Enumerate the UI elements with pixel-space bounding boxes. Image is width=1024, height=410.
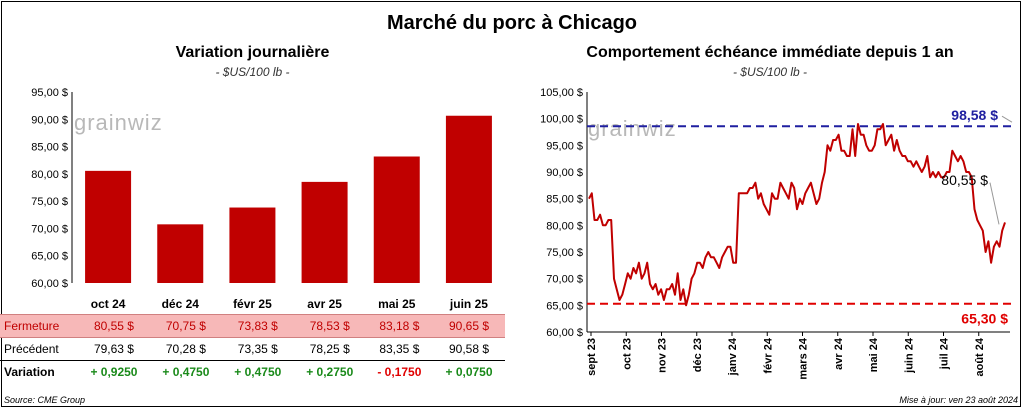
y-tick-label: 80,00 $ <box>31 169 68 181</box>
bar <box>85 170 132 283</box>
table-row-variation: Variation + 0,9250 + 0,4750 + 0,4750 + 0… <box>0 361 505 384</box>
row-label: Variation <box>4 365 55 379</box>
table-cell: 90,65 $ <box>433 314 505 338</box>
source-note: Source: CME Group <box>4 395 86 405</box>
y-tick-label: 60,00 $ <box>546 327 583 339</box>
price-series-line <box>588 123 1006 307</box>
x-tick-label: févr 25 <box>233 297 272 311</box>
table-cell: + 0,0750 <box>445 365 493 379</box>
table-cell: 83,18 $ <box>365 314 434 338</box>
bar <box>229 207 276 283</box>
table-cell: 70,75 $ <box>149 314 222 338</box>
y-tick-label: 65,00 $ <box>546 300 583 312</box>
table-cell: 78,53 $ <box>293 314 366 338</box>
table-row-previous: Précédent 79,63 $ 70,28 $ 73,35 $ 78,25 … <box>0 337 505 361</box>
y-tick-label: 90,00 $ <box>31 114 68 126</box>
main-title: Marché du porc à Chicago <box>386 12 638 34</box>
x-tick-label: oct 24 <box>91 297 126 311</box>
left-chart-title: Variation journalière <box>175 44 330 61</box>
x-tick-label: nov 23 <box>657 338 669 373</box>
x-tick-label: mai 24 <box>868 337 880 372</box>
x-tick-label: sept 23 <box>586 338 598 376</box>
x-tick-label: janv 24 <box>727 337 739 376</box>
right-chart-title: Comportement échéance immédiate depuis 1… <box>586 44 954 61</box>
y-tick-label: 90,00 $ <box>546 167 583 179</box>
y-tick-label: 95,00 $ <box>546 140 583 152</box>
y-tick-label: 80,00 $ <box>546 220 583 232</box>
x-tick-label: déc 23 <box>692 338 704 372</box>
high-value-label: 98,58 $ <box>951 107 998 123</box>
x-tick-label: oct 23 <box>621 338 633 370</box>
line-chart: 60,00 $ 65,00 $ 70,00 $ 75,00 $ 80,00 $ 85,00… <box>540 87 1015 380</box>
bar <box>301 181 348 283</box>
y-tick-label: 100,00 $ <box>540 114 583 126</box>
table-row-close: Fermeture 80,55 $ 70,75 $ 73,83 $ 78,53 … <box>0 314 505 338</box>
table-cell: 90,58 $ <box>433 337 505 361</box>
bar <box>445 115 492 283</box>
y-tick-label: 75,00 $ <box>31 196 68 208</box>
row-label: Fermeture <box>0 314 78 338</box>
table-cell: + 0,2750 <box>306 365 354 379</box>
table-cell: 73,35 $ <box>221 337 294 361</box>
table-cell: 73,83 $ <box>221 314 294 338</box>
bar <box>373 156 420 283</box>
bar <box>157 224 204 283</box>
x-tick-label: avr 24 <box>833 337 845 370</box>
table-cell: + 0,4750 <box>162 365 210 379</box>
table-cell: 70,28 $ <box>149 337 222 361</box>
update-note: Mise à jour: ven 23 août 2024 <box>899 395 1018 405</box>
table-cell: + 0,4750 <box>234 365 282 379</box>
left-chart-subtitle: - $US/100 lb - <box>215 65 290 79</box>
x-tick-label: avr 25 <box>307 297 342 311</box>
y-tick-label: 70,00 $ <box>31 223 68 235</box>
bar-chart: 60,00 $ 65,00 $ 70,00 $ 75,00 $ 80,00 $ 85,00… <box>31 87 492 311</box>
y-tick-label: 95,00 $ <box>31 87 68 99</box>
last-value-label: 80,55 $ <box>941 172 988 188</box>
right-chart-subtitle: - $US/100 lb - <box>732 65 808 79</box>
last-label-leader <box>989 182 1000 225</box>
table-cell: 83,35 $ <box>365 337 434 361</box>
table-cell: + 0,9250 <box>90 365 138 379</box>
watermark-left: grainwiz <box>74 110 163 135</box>
x-tick-label: mai 25 <box>378 297 416 311</box>
watermark-right: grainwiz <box>588 116 677 141</box>
x-tick-label: mars 24 <box>798 337 810 379</box>
y-tick-label: 85,00 $ <box>31 142 68 154</box>
x-tick-label: févr 24 <box>762 337 774 373</box>
row-label: Précédent <box>0 337 78 361</box>
table-cell: 79,63 $ <box>78 337 150 361</box>
y-tick-label: 75,00 $ <box>546 247 583 259</box>
y-tick-label: 85,00 $ <box>546 194 583 206</box>
high-label-leader <box>1001 115 1013 123</box>
y-tick-label: 105,00 $ <box>540 87 583 99</box>
low-value-label: 65,30 $ <box>961 311 1008 327</box>
table-cell: - 0,1750 <box>377 365 422 379</box>
y-tick-label: 70,00 $ <box>546 274 583 286</box>
x-tick-label: juil 24 <box>939 337 951 370</box>
table-cell: 78,25 $ <box>293 337 366 361</box>
summary-table: Fermeture 80,55 $ 70,75 $ 73,83 $ 78,53 … <box>0 314 505 383</box>
x-tick-label: déc 24 <box>162 297 200 311</box>
x-tick-label: août 24 <box>974 337 986 376</box>
table-cell: 80,55 $ <box>78 314 150 338</box>
y-tick-label: 60,00 $ <box>31 278 68 290</box>
x-tick-label: juin 24 <box>903 337 915 374</box>
x-tick-label: juin 25 <box>449 297 488 311</box>
y-tick-label: 65,00 $ <box>31 251 68 263</box>
